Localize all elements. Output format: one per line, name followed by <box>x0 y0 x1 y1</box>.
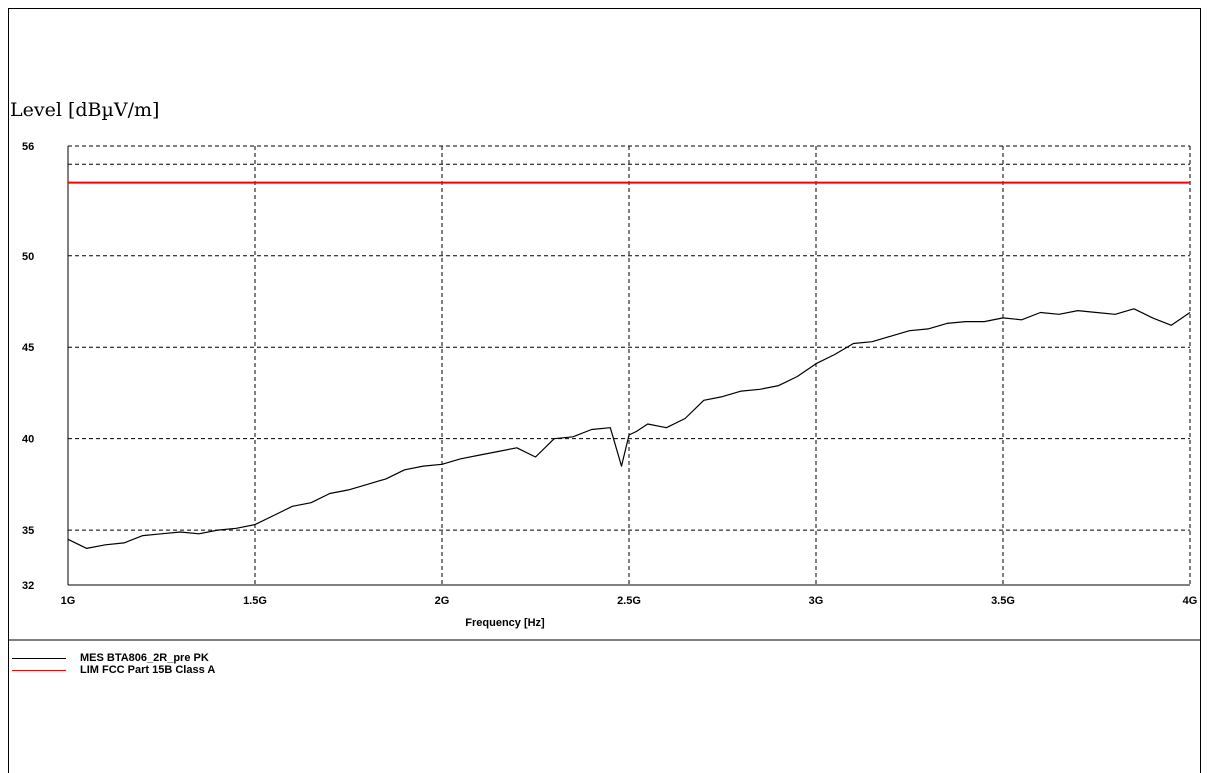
grid <box>68 145 1191 585</box>
x-tick-label: 3G <box>809 595 824 607</box>
x-tick-label: 2G <box>435 595 450 607</box>
legend-swatch-measurement <box>12 657 66 659</box>
y-tick-label: 45 <box>22 342 34 354</box>
legend-swatch-limit <box>12 669 66 671</box>
legend-item-limit: LIM FCC Part 15B Class A <box>12 664 215 676</box>
series-lines <box>67 181 1191 550</box>
y-tick-labels: 32 35 40 45 50 56 <box>22 141 34 592</box>
measurement-trace <box>67 308 1191 550</box>
x-tick-label: 1G <box>61 595 76 607</box>
y-tick-label: 40 <box>22 434 34 446</box>
x-tick-label: 4G <box>1183 595 1198 607</box>
y-tick-label: 35 <box>22 525 34 537</box>
x-tick-label: 2.5G <box>617 595 641 607</box>
x-axis-title: Frequency [Hz] <box>465 617 545 629</box>
x-tick-label: 1.5G <box>243 595 267 607</box>
y-tick-label: 32 <box>22 580 34 592</box>
y-tick-label: 56 <box>22 141 34 153</box>
legend: MES BTA806_2R_pre PK LIM FCC Part 15B Cl… <box>12 652 215 676</box>
legend-item-measurement: MES BTA806_2R_pre PK <box>12 652 215 664</box>
y-axis-title: Level [dBµV/m] <box>10 99 159 121</box>
axes <box>67 146 1190 586</box>
legend-label-measurement: MES BTA806_2R_pre PK <box>80 652 209 664</box>
legend-label-limit: LIM FCC Part 15B Class A <box>80 664 216 676</box>
x-tick-labels: 1G 1.5G 2G 2.5G 3G 3.5G 4G <box>61 595 1198 607</box>
y-tick-label: 50 <box>22 251 34 263</box>
chart-window <box>8 8 1201 773</box>
x-tick-label: 3.5G <box>991 595 1015 607</box>
